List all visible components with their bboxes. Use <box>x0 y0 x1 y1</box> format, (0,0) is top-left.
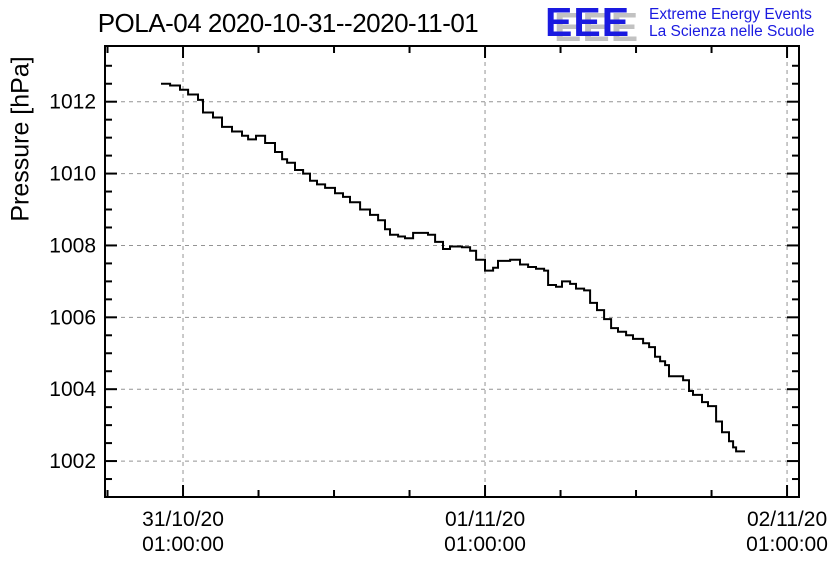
y-tick-label: 1012 <box>49 91 96 114</box>
y-tick-label: 1006 <box>49 306 96 329</box>
y-tick-label: 1004 <box>49 378 96 401</box>
x-tick-label-date: 31/10/20 <box>142 508 224 531</box>
eee-logo-shadow: EEE <box>554 4 640 50</box>
chart-title: POLA-04 2020-10-31--2020-11-01 <box>97 8 479 38</box>
plot-frame <box>104 45 800 498</box>
y-tick-label: 1008 <box>49 234 96 257</box>
y-axis-title: Pressure [hPa] <box>6 56 35 222</box>
pressure-curve <box>161 82 745 453</box>
eee-logo-letters: EEE EEE <box>545 0 645 50</box>
eee-tagline-line2: La Scienza nelle Scuole <box>649 22 815 40</box>
eee-logo-tagline: Extreme Energy Events La Scienza nelle S… <box>649 6 815 40</box>
eee-logo: EEE EEE Extreme Energy Events La Scienza… <box>545 0 815 50</box>
x-tick-label-time: 01:00:00 <box>444 533 526 556</box>
eee-logo-acronym: EEE <box>545 0 631 45</box>
y-tick-label: 1002 <box>49 450 96 473</box>
eee-tagline-line1: Extreme Energy Events <box>649 6 812 23</box>
x-tick-label-date: 02/11/20 <box>747 508 827 531</box>
y-tick-label: 1010 <box>49 163 96 186</box>
x-tick-label-time: 01:00:00 <box>142 533 224 556</box>
x-tick-label-time: 01:00:00 <box>746 533 828 556</box>
x-tick-label-date: 01/11/20 <box>445 508 525 531</box>
